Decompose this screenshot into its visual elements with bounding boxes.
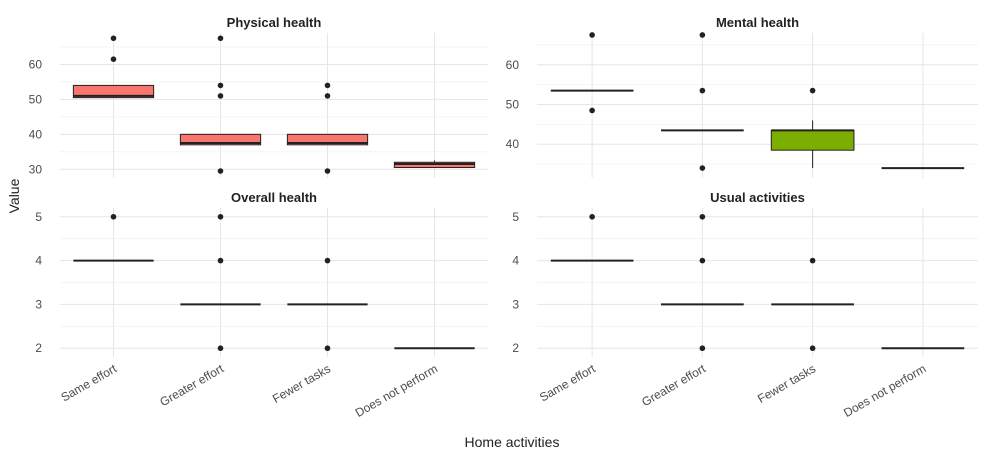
outlier-point bbox=[217, 168, 224, 174]
box-body bbox=[286, 133, 369, 146]
box-body bbox=[72, 84, 155, 99]
outlier-point bbox=[324, 168, 331, 174]
outlier-point bbox=[217, 35, 224, 42]
box-body bbox=[179, 133, 262, 146]
y-tick-label: 4 bbox=[35, 254, 42, 268]
x-axis-title: Home activities bbox=[465, 434, 560, 450]
panel-title: Overall health bbox=[231, 190, 317, 205]
outlier-point bbox=[699, 32, 706, 38]
x-tick-label: Does not perform bbox=[841, 361, 928, 419]
x-tick-label: Same effort bbox=[537, 361, 598, 404]
y-tick-label: 60 bbox=[506, 58, 520, 72]
outlier-point bbox=[699, 165, 706, 171]
box-same-effort bbox=[72, 35, 155, 99]
outlier-point bbox=[110, 35, 117, 42]
box-same-effort bbox=[73, 213, 154, 262]
outlier-point bbox=[324, 257, 331, 264]
outlier-point bbox=[217, 345, 224, 352]
outlier-point bbox=[217, 213, 224, 220]
panel-title: Usual activities bbox=[710, 190, 805, 205]
box-body bbox=[770, 129, 855, 151]
outlier-point bbox=[324, 345, 331, 352]
outlier-point bbox=[699, 87, 706, 94]
y-tick-label: 4 bbox=[512, 254, 519, 268]
outlier-point bbox=[809, 87, 816, 94]
y-axis-title: Value bbox=[6, 178, 22, 213]
box-greater-effort bbox=[179, 35, 262, 174]
y-tick-label: 50 bbox=[506, 98, 520, 112]
y-tick-label: 30 bbox=[29, 162, 43, 176]
outlier-point bbox=[110, 56, 117, 63]
x-tick-label: Greater effort bbox=[639, 361, 708, 409]
x-tick-label: Does not perform bbox=[353, 361, 440, 419]
y-tick-label: 3 bbox=[35, 297, 42, 311]
panel-title: Mental health bbox=[716, 15, 799, 30]
panel-usual-activities: Usual activities 2 3 4 5 Same effort Greater e… bbox=[512, 190, 978, 420]
panel-physical-health: Physical health 30 40 50 60 bbox=[29, 15, 488, 178]
box-fewer-tasks bbox=[771, 257, 854, 352]
box-greater-effort bbox=[180, 213, 261, 352]
outlier-point bbox=[324, 93, 331, 99]
outlier-point bbox=[589, 213, 595, 220]
outlier-point bbox=[699, 345, 706, 352]
outlier-point bbox=[110, 213, 117, 220]
outlier-point bbox=[217, 82, 224, 89]
outlier-point bbox=[809, 257, 816, 264]
y-tick-label: 5 bbox=[512, 210, 519, 224]
outlier-point bbox=[589, 32, 595, 38]
y-tick-label: 40 bbox=[506, 137, 520, 151]
outlier-point bbox=[589, 107, 595, 114]
panel-title: Physical health bbox=[227, 15, 322, 30]
outlier-point bbox=[699, 257, 706, 264]
box-fewer-tasks bbox=[287, 257, 368, 352]
y-tick-label: 2 bbox=[512, 341, 519, 355]
box-greater-effort bbox=[661, 32, 744, 171]
outlier-point bbox=[699, 213, 706, 220]
box-fewer-tasks bbox=[286, 82, 369, 174]
outlier-point bbox=[217, 93, 224, 99]
panel-overall-health: Overall health 2 3 4 5 Same effort Greater eff… bbox=[35, 190, 488, 420]
outlier-point bbox=[324, 82, 331, 89]
x-tick-label: Fewer tasks bbox=[755, 361, 818, 405]
outlier-point bbox=[217, 257, 224, 264]
box-same-effort bbox=[550, 32, 634, 114]
y-tick-label: 40 bbox=[29, 127, 43, 141]
y-tick-label: 50 bbox=[29, 92, 43, 106]
y-tick-label: 5 bbox=[35, 210, 42, 224]
y-tick-label: 60 bbox=[29, 57, 43, 71]
y-tick-label: 3 bbox=[512, 297, 519, 311]
panel-mental-health: Mental health 40 50 60 bbox=[506, 15, 978, 178]
x-tick-label: Greater effort bbox=[157, 361, 226, 409]
x-tick-label: Same effort bbox=[58, 361, 119, 404]
box-does-not-perform bbox=[393, 160, 476, 169]
y-tick-label: 2 bbox=[35, 341, 42, 355]
outlier-point bbox=[809, 345, 816, 352]
box-fewer-tasks bbox=[770, 87, 855, 169]
box-greater-effort bbox=[661, 213, 744, 352]
x-tick-label: Fewer tasks bbox=[270, 361, 333, 405]
box-same-effort bbox=[550, 213, 634, 262]
